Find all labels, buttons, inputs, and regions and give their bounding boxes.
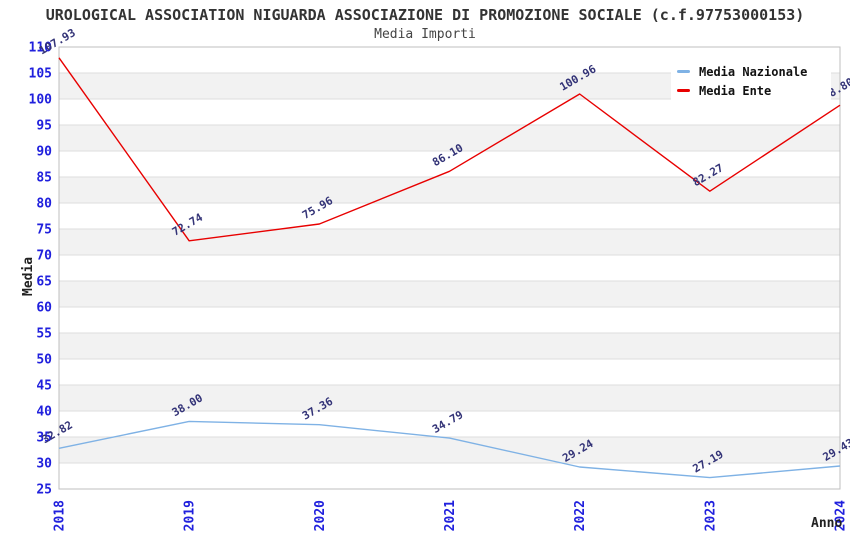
series-line-media-ente <box>58 57 841 242</box>
y-tick-label: 100 <box>29 93 53 108</box>
chart-title: UROLOGICAL ASSOCIATION NIGUARDA ASSOCIAZ… <box>45 6 805 24</box>
x-tick-label: 2024 <box>834 500 849 531</box>
legend-label: Media Ente <box>699 83 772 98</box>
data-label: 34.79 <box>430 408 465 436</box>
y-tick-label: 25 <box>36 483 52 498</box>
y-tick-label: 110 <box>29 41 53 56</box>
y-tick-label: 40 <box>36 405 52 420</box>
legend-label: Media Nazionale <box>699 64 808 79</box>
y-tick-label: 90 <box>36 145 52 160</box>
grid-band <box>59 385 840 411</box>
y-tick-label: 95 <box>36 119 52 134</box>
legend-item-media-ente: Media Ente <box>675 81 827 100</box>
grid-band <box>59 125 840 151</box>
y-tick-label: 65 <box>36 275 52 290</box>
y-tick-label: 45 <box>36 379 52 394</box>
media-nazionale-line-swatch <box>677 70 690 73</box>
legend-item-media-nazionale: Media Nazionale <box>675 62 827 81</box>
y-tick-label: 80 <box>36 197 52 212</box>
y-tick-label: 70 <box>36 249 52 264</box>
y-tick-label: 105 <box>29 67 52 82</box>
y-axis-title: Media <box>21 256 36 296</box>
legend: Media Nazionale Media Ente <box>671 57 831 106</box>
x-tick-label: 2021 <box>443 500 458 531</box>
x-tick-label: 2022 <box>573 500 588 531</box>
x-axis-title: Anno <box>811 516 843 531</box>
x-tick-label: 2023 <box>703 500 718 531</box>
grid-band <box>59 333 840 359</box>
chart-subtitle: Media Importi <box>374 27 476 42</box>
y-tick-label: 30 <box>36 457 52 472</box>
y-tick-label: 75 <box>36 223 52 238</box>
grid-band <box>59 437 840 463</box>
y-tick-label: 35 <box>36 431 52 446</box>
y-tick-label: 60 <box>36 301 52 316</box>
y-tick-label: 50 <box>36 353 52 368</box>
grid-band <box>59 229 840 255</box>
y-tick-label: 55 <box>36 327 52 342</box>
series-line-media-nazionale <box>58 420 841 479</box>
grid-band <box>59 177 840 203</box>
x-tick-label: 2018 <box>53 500 68 531</box>
plot-border <box>58 46 841 490</box>
x-tick-label: 2020 <box>313 500 328 531</box>
x-tick-label: 2019 <box>183 500 198 531</box>
y-tick-label: 85 <box>36 171 52 186</box>
data-label: 107.93 <box>37 26 78 57</box>
grid-band <box>59 281 840 307</box>
media-ente-line-swatch <box>677 89 690 92</box>
